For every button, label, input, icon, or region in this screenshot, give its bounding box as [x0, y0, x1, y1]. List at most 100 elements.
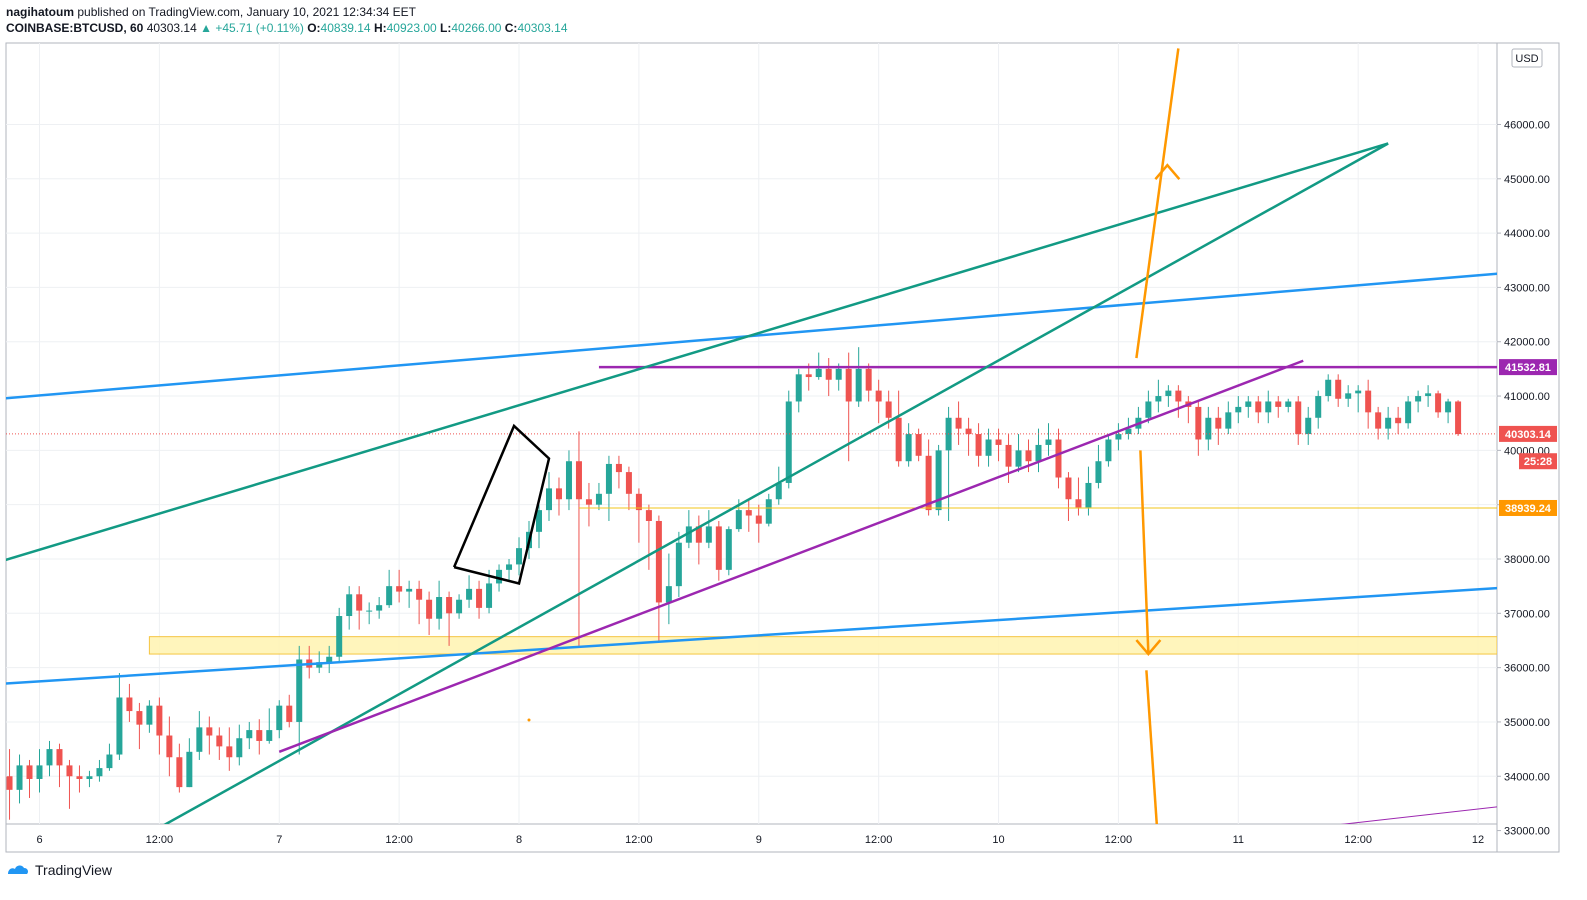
close-label: C:: [504, 21, 518, 35]
arrow-head: [1135, 639, 1162, 656]
candle-body: [705, 526, 712, 543]
candle-body: [196, 727, 203, 752]
candle-body: [805, 374, 812, 378]
candle-body: [446, 597, 453, 614]
candle-body: [1095, 461, 1102, 483]
publish-info: published on TradingView.com, January 10…: [77, 5, 417, 19]
x-tick-label: 7: [276, 834, 282, 846]
candle-body: [166, 735, 173, 758]
candle-body: [1075, 499, 1082, 508]
candle-body: [1025, 450, 1032, 462]
candle-body: [36, 765, 43, 779]
x-tick-label: 12:00: [1105, 834, 1133, 846]
price-label: 38939.24: [1505, 503, 1552, 515]
candle-body: [216, 735, 223, 747]
candle-body: [346, 594, 353, 617]
candle-body: [815, 368, 822, 378]
change-arrow-icon: ▲: [200, 21, 212, 35]
candle-body: [835, 368, 842, 380]
y-tick-label: 42000.00: [1504, 337, 1550, 349]
candle-body: [1345, 393, 1352, 399]
brand-name[interactable]: TradingView: [35, 862, 113, 878]
candle-body: [765, 499, 772, 524]
candle-body: [545, 488, 552, 511]
y-tick-label: 38000.00: [1504, 554, 1550, 566]
candle-body: [885, 401, 892, 418]
candle-body: [266, 730, 273, 741]
candle-body: [466, 588, 473, 600]
candle-body: [506, 564, 513, 570]
candle-body: [875, 390, 882, 402]
candle-body: [1455, 401, 1462, 435]
last-price: 40303.14: [146, 21, 197, 35]
candle-body: [1315, 396, 1322, 418]
projection-arrow-line: [1135, 48, 1180, 359]
candle-body: [615, 463, 622, 473]
tradingview-logo-icon[interactable]: [6, 862, 30, 878]
candle-body: [116, 697, 123, 755]
candle-body: [1435, 393, 1442, 413]
plot-area: [6, 43, 1497, 824]
candle-body: [26, 765, 33, 779]
candle-body: [1195, 406, 1202, 440]
candle-body: [1365, 390, 1372, 413]
symbol-label[interactable]: COINBASE:BTCUSD, 60: [6, 21, 144, 35]
y-tick-label: 33000.00: [1504, 826, 1550, 838]
candle-body: [236, 738, 243, 758]
x-tick-label: 9: [756, 834, 762, 846]
candle-body: [106, 754, 113, 769]
candle-body: [1005, 444, 1012, 467]
y-tick-label: 41000.00: [1504, 391, 1550, 403]
candle-body: [516, 548, 523, 565]
x-tick-label: 8: [516, 834, 522, 846]
candle-body: [96, 768, 103, 777]
price-label-box: [1519, 453, 1557, 470]
candle-body: [416, 588, 423, 600]
candle-body: [76, 776, 83, 779]
candle-body: [725, 529, 732, 570]
candle-body: [406, 588, 413, 592]
price-label-box: [1499, 499, 1557, 516]
candle-body: [1065, 477, 1072, 500]
candle-body: [206, 727, 213, 736]
candle-body: [386, 586, 393, 606]
x-tick-label: 12:00: [625, 834, 653, 846]
candle-body: [555, 488, 562, 500]
x-tick-label: 12:00: [146, 834, 174, 846]
candle-body: [1255, 401, 1262, 413]
candle-body: [1155, 396, 1162, 402]
candle-body: [176, 757, 183, 788]
candle-body: [1245, 401, 1252, 407]
candle-body: [635, 493, 642, 511]
candle-body: [975, 434, 982, 456]
projection-arrow-line: [1139, 450, 1150, 655]
candle-body: [256, 730, 263, 741]
candle-body: [735, 510, 742, 530]
support-zone: [148, 636, 1497, 655]
close-value: 40303.14: [517, 21, 568, 35]
candle-body: [775, 482, 782, 500]
x-tick-label: 12:00: [385, 834, 413, 846]
candle-body: [685, 526, 692, 543]
candle-body: [925, 455, 932, 511]
candle-body: [865, 368, 872, 391]
candle-body: [1035, 444, 1042, 462]
price-axis: [1496, 42, 1560, 853]
x-tick-label: 6: [36, 834, 42, 846]
candle-body: [1325, 379, 1332, 397]
candle-body: [296, 659, 303, 722]
candle-body: [536, 510, 542, 532]
high-value: 40923.00: [386, 21, 437, 35]
candle-body: [1405, 401, 1412, 424]
candle-body: [66, 765, 73, 777]
candle-body: [645, 510, 652, 521]
candle-body: [605, 463, 612, 494]
candle-body: [625, 472, 632, 494]
time-axis: [5, 823, 1498, 853]
candle-body: [136, 711, 143, 725]
author-name[interactable]: nagihatoum: [6, 5, 74, 19]
candle-body: [955, 417, 962, 429]
candle-body: [1395, 417, 1402, 424]
candle-body: [935, 450, 942, 511]
